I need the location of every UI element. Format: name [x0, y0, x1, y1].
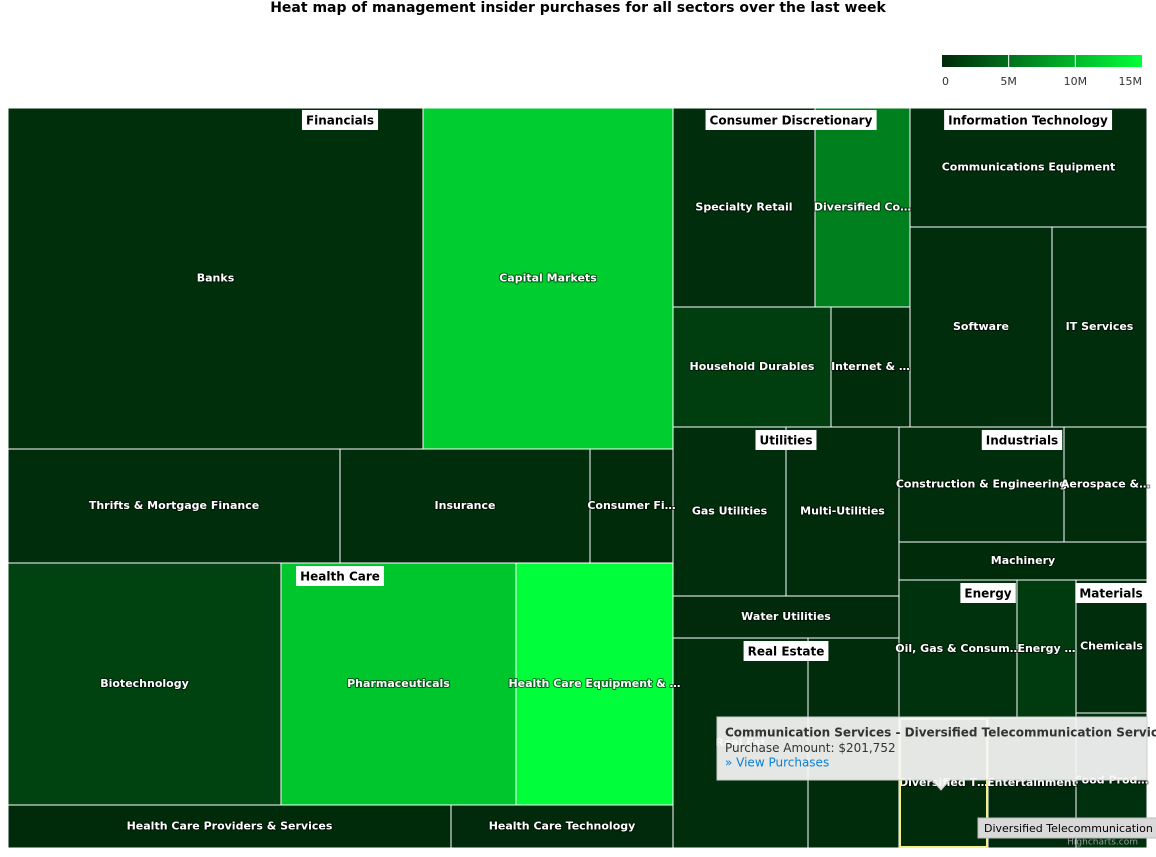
- sector-label-bg: [743, 641, 829, 661]
- cell-label: Diversified Co…: [814, 201, 911, 214]
- treemap-cell[interactable]: [672, 595, 900, 639]
- treemap-cell[interactable]: [7, 448, 341, 564]
- treemap-cell[interactable]: [672, 426, 787, 597]
- cell-label: IT Services: [1066, 320, 1134, 333]
- cell-label: Health Care Equipment & …: [508, 677, 680, 690]
- cell-label: Aerospace &…: [1061, 478, 1150, 491]
- leaf-labels: Banks Capital Markets Thrifts & Mortgage F…: [88, 160, 1151, 834]
- treemap-cell[interactable]: [672, 306, 832, 428]
- cell-label: Capital Markets: [499, 272, 597, 285]
- treemap-cell[interactable]: [814, 107, 911, 308]
- sector-labels: Financials Health Care Consumer Discretion…: [296, 110, 1147, 661]
- cell-label: Insurance: [435, 499, 496, 512]
- cell-label: Biotechnology: [100, 677, 189, 690]
- cell-label: Gas Utilities: [692, 505, 768, 518]
- treemap-cell[interactable]: [7, 562, 282, 806]
- cell-label: Specialty Retail: [695, 201, 792, 214]
- treemap-cell[interactable]: [7, 804, 452, 849]
- sector-label: Real Estate: [748, 645, 825, 659]
- sector-label: Utilities: [760, 434, 813, 448]
- sector-label: Financials: [306, 114, 374, 128]
- cell-label: Energy …: [1017, 642, 1075, 655]
- sector-label-bg: [705, 110, 877, 130]
- cell-label: Household Durables: [690, 360, 815, 373]
- cell-label: Software: [953, 320, 1009, 333]
- sector-label: Materials: [1079, 587, 1142, 601]
- sector-label-bg: [981, 430, 1063, 450]
- sector-label: Health Care: [300, 570, 380, 584]
- cell-label: Chemicals: [1080, 640, 1143, 653]
- treemap-cell[interactable]: [898, 541, 1148, 581]
- tooltip: Communication Services - Diversified Tel…: [716, 716, 1156, 791]
- cell-label: Thrifts & Mortgage Finance: [89, 499, 259, 512]
- legend-tick-label: 15M: [1119, 75, 1143, 88]
- treemap-cell[interactable]: [450, 804, 674, 849]
- chart-title: Heat map of management insider purchases…: [270, 0, 886, 16]
- cell-label: Internet & …: [831, 360, 910, 373]
- treemap-cell[interactable]: [515, 562, 674, 806]
- legend-tick-label: 5M: [1000, 75, 1017, 88]
- tooltip-prefix: Purchase Amount:: [725, 741, 838, 755]
- cell-label: Communications Equipment: [942, 161, 1116, 174]
- cell-label: Health Care Providers & Services: [127, 820, 333, 833]
- sector-label-bg: [944, 110, 1113, 130]
- treemap-cell[interactable]: [1063, 426, 1148, 543]
- cell-label: Machinery: [991, 554, 1055, 567]
- sector-label-bg: [1075, 583, 1147, 603]
- treemap-cell[interactable]: [422, 107, 674, 450]
- sector-label-bg: [296, 566, 384, 586]
- treemap-cell[interactable]: [1016, 579, 1077, 719]
- sector-label-bg: [960, 583, 1016, 603]
- hover-label-bg: [977, 817, 1156, 839]
- treemap-cell[interactable]: [280, 562, 517, 806]
- tooltip-box: [716, 716, 1148, 791]
- cell-label: Health Care Technology: [489, 820, 636, 833]
- treemap-cell[interactable]: [7, 107, 424, 450]
- cell-label: Banks: [197, 272, 235, 285]
- color-legend: [942, 55, 1142, 67]
- hover-label: Diversified Telecommunication Services: [984, 822, 1156, 835]
- legend-tick-label: 10M: [1064, 75, 1088, 88]
- credits: Highcharts.com: [1067, 838, 1138, 848]
- sector-label: Information Technology: [948, 114, 1108, 128]
- treemap-cell[interactable]: [909, 226, 1053, 428]
- sector-label: Consumer Discretionary: [710, 114, 873, 128]
- treemap-cell[interactable]: [672, 107, 816, 308]
- tooltip-amount: Purchase Amount: $201,752: [725, 741, 896, 755]
- cell-label: Consumer Fi…: [587, 499, 675, 512]
- tooltip-title: Communication Services - Diversified Tel…: [725, 726, 1156, 740]
- cell-label: Oil, Gas & Consum…: [895, 642, 1020, 655]
- sector-label: Industrials: [986, 434, 1058, 448]
- legend-tick-label: 0: [942, 75, 949, 88]
- cell-label: Pharmaceuticals: [347, 677, 450, 690]
- cell-label: Multi-Utilities: [800, 505, 885, 518]
- cell-label: Construction & Engineering: [896, 478, 1067, 491]
- sector-label-bg: [301, 110, 379, 130]
- sector-label: Energy: [964, 587, 1011, 601]
- treemap-cell[interactable]: [339, 448, 591, 564]
- tooltip-value: $201,752: [838, 741, 895, 755]
- cell-label: Water Utilities: [741, 610, 831, 623]
- treemap-cell[interactable]: [830, 306, 911, 428]
- tooltip-link[interactable]: » View Purchases: [725, 756, 829, 770]
- treemap-cell[interactable]: [1051, 226, 1148, 428]
- sector-label-bg: [755, 430, 817, 450]
